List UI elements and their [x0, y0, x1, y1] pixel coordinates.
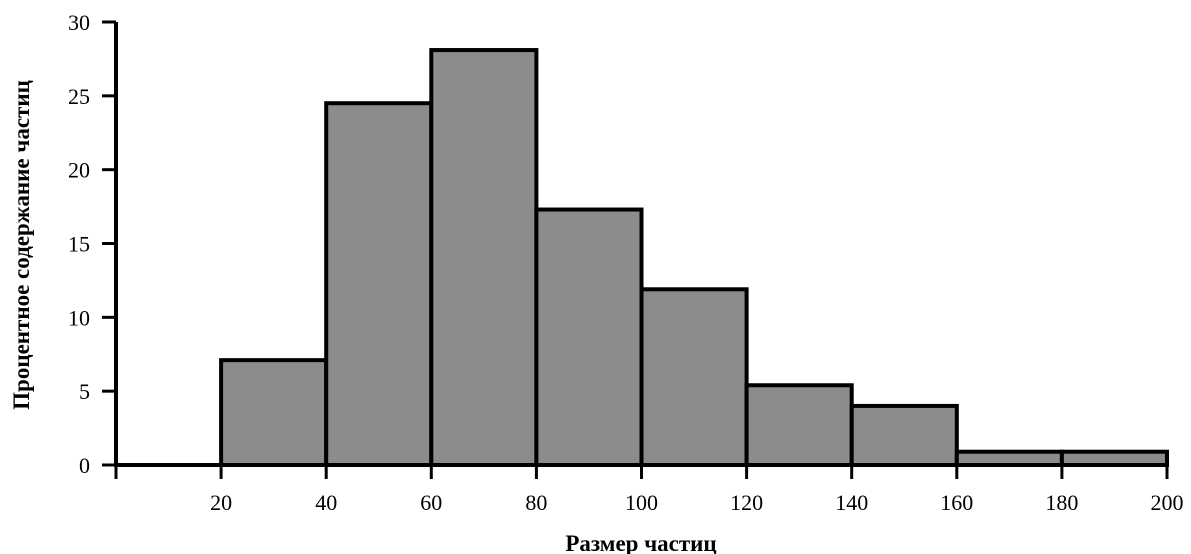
histogram-bar-140-160 — [849, 403, 959, 467]
x-tick-label-120: 120 — [730, 490, 763, 515]
histogram-bar-80-100 — [534, 207, 644, 467]
y-tick-label-10: 10 — [68, 305, 90, 330]
x-tick-label-140: 140 — [835, 490, 868, 515]
x-tick-label-20: 20 — [210, 490, 232, 515]
histogram-bar-60-80 — [429, 48, 539, 467]
histogram-bar-40-60 — [324, 101, 434, 467]
histogram-bar-100-120 — [639, 287, 749, 467]
x-tick-label-200: 200 — [1151, 490, 1184, 515]
histogram-bar-20-40 — [219, 358, 329, 468]
x-tick-label-60: 60 — [420, 490, 442, 515]
x-axis-title: Размер частиц — [565, 531, 716, 554]
x-tick-label-160: 160 — [940, 490, 973, 515]
histogram-bar-120-140 — [744, 383, 854, 468]
x-tick-label-100: 100 — [625, 490, 658, 515]
x-tick-group: 20 40 60 80 100 120 140 160 180 200 — [114, 465, 1184, 515]
y-tick-group: 0 5 10 15 20 25 30 — [68, 10, 116, 478]
bars-group — [219, 48, 1170, 468]
y-tick-label-30: 30 — [68, 10, 90, 35]
y-axis-title: Процентное содержание частиц — [9, 80, 34, 410]
y-tick-label-20: 20 — [68, 158, 90, 183]
y-tick-label-25: 25 — [68, 84, 90, 109]
x-tick-label-80: 80 — [525, 490, 547, 515]
x-tick-label-40: 40 — [315, 490, 337, 515]
y-tick-label-15: 15 — [68, 232, 90, 257]
x-tick-label-180: 180 — [1045, 490, 1078, 515]
y-tick-label-5: 5 — [79, 379, 90, 404]
y-tick-label-0: 0 — [79, 453, 90, 478]
